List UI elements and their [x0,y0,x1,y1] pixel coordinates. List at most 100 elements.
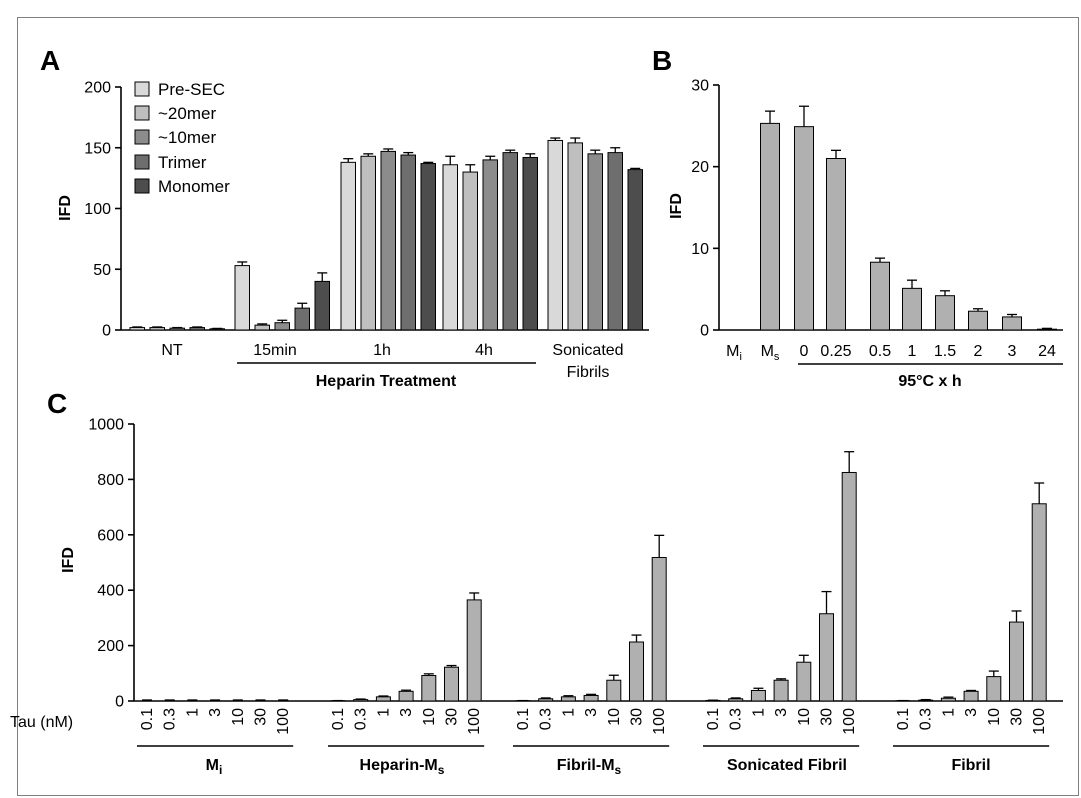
panel-c-bar [398,690,414,702]
panel-c-conc-label: 30 [819,708,836,726]
panel-a-x-label-4h: 4h [475,342,493,359]
panel-b-bar [760,122,780,331]
panel-c-bar [1031,503,1047,702]
panel-c-conc-label: 3 [398,708,415,717]
panel-a-legend-label: ~20mer [158,104,216,123]
panel-c-conc-label: 30 [444,708,461,726]
panel-b-x-label: 1 [908,343,917,360]
panel-a-letter: A [40,45,60,76]
panel-c-bar [629,641,644,702]
panel-c-bar [583,694,599,702]
panel-c-bar [750,689,766,702]
panel-a-bar [294,307,310,331]
panel-b-x-label: Mi [726,343,742,363]
panel-c-conc-label: 3 [583,708,600,717]
panel-a-bar [587,153,603,331]
panel-c-conc-label: 3 [207,708,224,717]
panel-c-conc-label: 30 [629,708,646,726]
panel-c-bar [353,699,369,702]
figure-frame [17,17,1079,796]
panel-c-group-label-mi: Mi [206,757,223,777]
panel-a-bar [189,327,205,331]
panel-b-bar [902,287,922,331]
panel-c-conc-label: 0.3 [162,708,179,730]
panel-c-y-tick-label: 400 [97,583,124,600]
panel-c-conc-label: 10 [986,708,1003,726]
panel-c-group-label-fibril-ms: Fibril-Ms [557,757,622,777]
panel-c-bar [1009,621,1024,702]
panel-c-y-label: IFD [60,547,77,573]
panel-c-conc-label: 100 [651,708,668,735]
panel-a-y-tick-label: 50 [93,262,111,279]
panel-a-y-tick-label: 0 [102,323,111,340]
panel-c-conc-label: 30 [253,708,270,726]
panel-a-bar [129,327,145,331]
panel-a-bar [274,322,290,331]
panel-c-y-tick-label: 800 [97,472,124,489]
panel-a-bar [462,171,478,331]
panel-c-letter: C [47,388,67,419]
panel-a-bar [522,156,538,331]
panel-b-x-label: 0.5 [869,343,891,360]
panel-a-y-label: IFD [57,195,74,221]
panel-c-conc-label: 1 [750,708,767,717]
panel-a-bar [400,154,416,331]
panel-c-conc-label: 0.1 [895,708,912,730]
panel-a-legend-swatch [134,81,150,97]
panel-b-y-tick-label: 0 [700,323,709,340]
panel-c-bar [560,696,576,702]
panel-c-conc-label: 3 [773,708,790,717]
panel-b-bar [870,261,890,331]
panel-b-bar [968,310,988,331]
panel-a-bar [340,161,356,331]
panel-c-group-label-heparin-ms: Heparin-Ms [360,757,445,777]
panel-c-bar [796,661,812,702]
panel-a-legend-label: Monomer [158,177,230,196]
panel-c-conc-label: 10 [230,708,247,726]
panel-a-y-tick-label: 200 [84,80,111,97]
panel-b-y-tick-label: 20 [691,159,709,176]
panel-c-conc-label: 1 [560,708,577,717]
panel-b-x-label: Ms [761,343,780,363]
panel-c-conc-label: 0.3 [918,708,935,730]
panel-a-bar [567,142,583,331]
panel-a-bar [314,280,330,331]
panel-b-bar [935,295,955,331]
panel-c-group-label-sonicated-fibril: Sonicated Fibril [727,757,847,774]
panel-c-bar [728,698,744,702]
panel-c-conc-label: 0.3 [728,708,745,730]
panel-a-bar [547,139,563,331]
panel-c-conc-label: 100 [1031,708,1048,735]
panel-a-bar [607,152,623,331]
panel-c-bar [375,696,391,702]
panel-a-x-label-nt: NT [161,342,183,359]
panel-c-conc-label: 1 [375,708,392,717]
panel-a-x-label-15min: 15min [253,342,297,359]
panel-c-conc-label: 0.1 [139,708,156,730]
panel-c-conc-label: 10 [606,708,623,726]
panel-c-conc-label: 10 [796,708,813,726]
panel-b-y-label: IFD [668,193,685,219]
panel-b-bar [826,158,846,331]
panel-a-legend-swatch [134,154,150,170]
panel-c-bar [918,699,934,702]
panel-c-conc-label: 0.1 [515,708,532,730]
panel-c-conc-label: 0.3 [353,708,370,730]
panel-a-bar [380,150,396,331]
panel-c-bar [773,679,789,702]
panel-b-x-label: 0.25 [820,343,851,360]
panel-c-bar [606,679,622,702]
panel-c-bar [444,666,459,702]
panel-a-x-label-fibrils: Fibrils [567,364,610,381]
panel-c-bar [963,690,979,702]
panel-a-x-label-sonicated: Sonicated [552,342,623,359]
panel-b-bar [1002,316,1022,331]
panel-c-conc-label: 100 [275,708,292,735]
panel-a-legend-swatch [134,129,150,145]
panel-c-bar [940,697,956,702]
panel-a-legend-label: Trimer [158,153,207,172]
panel-c-bar [466,599,482,702]
panel-b-y-tick-label: 10 [691,241,709,258]
panel-b-letter: B [652,45,672,76]
